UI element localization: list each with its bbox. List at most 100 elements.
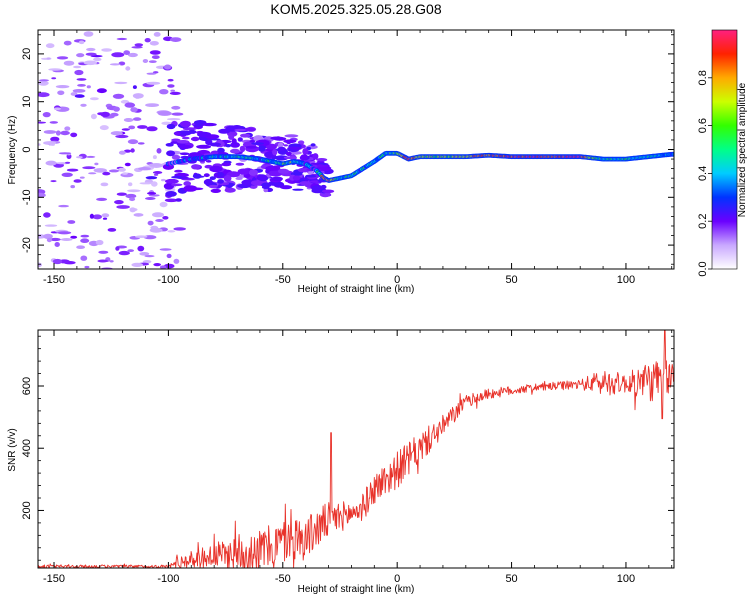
cluster-blob	[209, 165, 223, 173]
cluster-blob	[277, 146, 286, 152]
noise-blob	[40, 81, 46, 83]
cluster-blob	[192, 173, 202, 179]
noise-blob	[115, 134, 129, 139]
cluster-blob	[221, 162, 232, 167]
noise-blob	[74, 69, 84, 76]
noise-blob	[56, 56, 69, 60]
cluster-blob	[292, 175, 301, 181]
colorbar-tick-label: 0.6	[697, 118, 709, 133]
noise-blob	[94, 162, 99, 166]
y-tick-label: 10	[21, 96, 33, 108]
noise-blob	[149, 41, 159, 46]
y-tick-label: 600	[21, 377, 33, 395]
x-tick-label: -150	[43, 573, 65, 585]
noise-blob	[283, 144, 288, 147]
noise-blob	[60, 130, 70, 136]
noise-blob	[277, 142, 284, 149]
cluster-blob	[279, 185, 293, 190]
x-tick-label: 50	[505, 573, 517, 585]
noise-blob	[137, 142, 145, 145]
noise-blob	[43, 212, 51, 218]
noise-blob	[76, 156, 83, 159]
cluster-blob	[248, 169, 258, 176]
cluster-blob	[223, 175, 232, 182]
noise-blob	[102, 171, 111, 176]
cluster-blob	[177, 140, 190, 144]
noise-blob	[152, 171, 163, 174]
noise-blob	[144, 255, 155, 258]
noise-blob	[100, 182, 109, 187]
noise-blob	[112, 93, 125, 99]
noise-blob	[49, 237, 61, 242]
x-tick-label: 100	[617, 573, 635, 585]
noise-blob	[167, 118, 181, 121]
cluster-blob	[170, 140, 179, 144]
spectrogram-y-label: Frequency (Hz)	[7, 116, 18, 185]
noise-blob	[149, 50, 161, 55]
noise-blob	[57, 231, 72, 235]
noise-blob	[50, 136, 60, 142]
cluster-blob	[191, 164, 201, 170]
x-tick-label: -50	[275, 573, 291, 585]
cluster-blob	[270, 136, 282, 140]
cluster-blob	[166, 150, 176, 157]
noise-blob	[114, 200, 124, 205]
cluster-blob	[230, 142, 241, 148]
noise-blob	[79, 176, 85, 179]
noise-blob	[46, 57, 51, 60]
noise-blob	[153, 263, 161, 267]
noise-blob	[139, 182, 153, 185]
noise-blob	[173, 227, 186, 231]
cluster-blob	[306, 174, 317, 178]
cluster-blob	[217, 147, 225, 154]
noise-blob	[116, 37, 128, 41]
noise-blob	[92, 214, 103, 220]
noise-blob	[149, 227, 163, 233]
y-tick-label: 20	[21, 48, 33, 60]
snr-plot-area	[38, 330, 674, 568]
noise-blob	[38, 143, 41, 146]
noise-blob	[76, 53, 85, 58]
x-tick-label: -150	[43, 274, 65, 286]
cluster-blob	[183, 181, 191, 187]
cluster-blob	[286, 139, 292, 145]
noise-blob	[162, 216, 169, 220]
cluster-blob	[302, 148, 309, 155]
spectrogram-y-ticks: -20 -10 0 10 20	[21, 34, 674, 265]
cluster-blob	[265, 165, 278, 171]
noise-blob	[123, 50, 130, 55]
cluster-blob	[165, 191, 177, 197]
noise-blob	[116, 205, 130, 209]
cluster-blob	[177, 130, 192, 136]
noise-blob	[77, 84, 86, 87]
noise-blob	[120, 99, 130, 104]
noise-blob	[148, 163, 162, 167]
cluster-blob	[196, 144, 212, 149]
noise-blob	[123, 118, 134, 122]
noise-blob	[128, 125, 136, 130]
noise-blob	[101, 48, 112, 52]
colorbar-tick-label: 0.8	[697, 70, 709, 85]
spectrogram-ridge	[165, 150, 674, 183]
noise-blob	[70, 132, 78, 138]
noise-blob	[73, 179, 82, 183]
noise-blob	[55, 85, 70, 89]
cluster-blob	[197, 131, 212, 138]
noise-blob	[161, 178, 166, 182]
cluster-blob	[239, 145, 246, 153]
noise-blob	[115, 246, 120, 251]
noise-blob	[76, 78, 87, 81]
noise-blob	[38, 92, 50, 98]
noise-blob	[80, 255, 88, 261]
noise-blob	[142, 59, 149, 63]
noise-blob	[284, 134, 299, 138]
noise-blob	[170, 37, 182, 42]
noise-blob	[50, 180, 57, 183]
noise-blob	[97, 259, 109, 263]
noise-blob	[151, 181, 158, 187]
noise-blob	[38, 192, 46, 198]
noise-blob	[63, 40, 72, 46]
cluster-blob	[193, 124, 204, 127]
noise-blob	[131, 46, 143, 49]
cluster-blob	[183, 185, 198, 192]
